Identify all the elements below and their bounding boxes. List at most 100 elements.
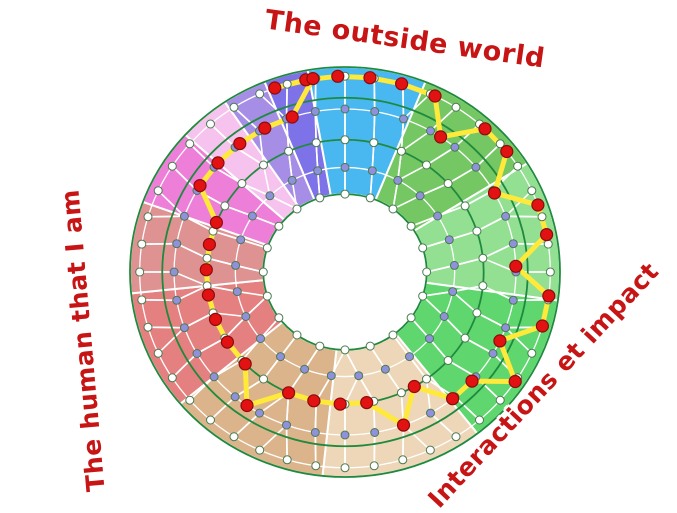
mesh-node[interactable] — [419, 292, 427, 300]
mesh-node[interactable] — [263, 244, 271, 252]
mesh-node[interactable] — [341, 136, 349, 144]
mesh-node[interactable] — [397, 389, 405, 397]
mesh-node[interactable] — [366, 194, 374, 202]
mesh-node[interactable] — [277, 353, 285, 361]
mesh-node[interactable] — [355, 372, 363, 380]
red-node[interactable] — [361, 397, 373, 409]
mesh-node[interactable] — [389, 331, 397, 339]
red-node[interactable] — [396, 78, 408, 90]
red-node[interactable] — [447, 393, 459, 405]
red-node[interactable] — [541, 229, 553, 241]
red-node[interactable] — [466, 375, 478, 387]
mesh-node[interactable] — [423, 375, 431, 383]
red-node[interactable] — [259, 122, 271, 134]
mesh-node[interactable] — [394, 176, 402, 184]
mesh-node[interactable] — [266, 192, 274, 200]
mesh-node[interactable] — [544, 240, 552, 248]
red-node[interactable] — [210, 313, 222, 325]
mesh-node[interactable] — [514, 162, 522, 170]
mesh-node[interactable] — [528, 349, 536, 357]
mesh-node[interactable] — [449, 288, 457, 296]
mesh-node[interactable] — [426, 446, 434, 454]
mesh-node[interactable] — [366, 342, 374, 350]
mesh-node[interactable] — [231, 393, 239, 401]
mesh-node[interactable] — [311, 108, 319, 116]
red-node[interactable] — [536, 320, 548, 332]
mesh-node[interactable] — [256, 446, 264, 454]
mesh-node[interactable] — [445, 236, 453, 244]
mesh-node[interactable] — [479, 254, 487, 262]
mesh-node[interactable] — [370, 462, 378, 470]
mesh-node[interactable] — [203, 254, 211, 262]
mesh-node[interactable] — [193, 350, 201, 358]
mesh-node[interactable] — [389, 205, 397, 213]
mesh-node[interactable] — [509, 240, 517, 248]
mesh-node[interactable] — [341, 190, 349, 198]
mesh-node[interactable] — [312, 462, 320, 470]
red-node[interactable] — [269, 82, 281, 94]
mesh-node[interactable] — [399, 456, 407, 464]
mesh-node[interactable] — [400, 115, 408, 123]
mesh-node[interactable] — [538, 213, 546, 221]
mesh-node[interactable] — [407, 314, 415, 322]
mesh-node[interactable] — [180, 212, 188, 220]
mesh-node[interactable] — [256, 90, 264, 98]
mesh-node[interactable] — [168, 374, 176, 382]
mesh-node[interactable] — [173, 296, 181, 304]
mesh-node[interactable] — [242, 313, 250, 321]
mesh-node[interactable] — [473, 309, 481, 317]
red-node[interactable] — [510, 260, 522, 272]
mesh-node[interactable] — [502, 212, 510, 220]
mesh-node[interactable] — [528, 187, 536, 195]
mesh-node[interactable] — [371, 429, 379, 437]
mesh-node[interactable] — [473, 227, 481, 235]
red-node[interactable] — [489, 187, 501, 199]
mesh-node[interactable] — [416, 192, 424, 200]
red-node[interactable] — [398, 419, 410, 431]
mesh-node[interactable] — [489, 350, 497, 358]
mesh-node[interactable] — [288, 176, 296, 184]
mesh-node[interactable] — [238, 180, 246, 188]
mesh-node[interactable] — [283, 421, 291, 429]
red-node[interactable] — [435, 131, 447, 143]
mesh-node[interactable] — [237, 236, 245, 244]
mesh-node[interactable] — [275, 314, 283, 322]
red-node[interactable] — [479, 123, 491, 135]
mesh-node[interactable] — [144, 213, 152, 221]
mesh-node[interactable] — [476, 416, 484, 424]
mesh-node[interactable] — [444, 180, 452, 188]
mesh-node[interactable] — [472, 163, 480, 171]
mesh-node[interactable] — [170, 268, 178, 276]
mesh-node[interactable] — [283, 80, 291, 88]
mesh-node[interactable] — [440, 313, 448, 321]
red-node[interactable] — [543, 290, 555, 302]
mesh-node[interactable] — [509, 296, 517, 304]
mesh-node[interactable] — [283, 456, 291, 464]
mesh-node[interactable] — [397, 147, 405, 155]
red-node[interactable] — [239, 358, 251, 370]
mesh-node[interactable] — [314, 167, 322, 175]
mesh-node[interactable] — [419, 244, 427, 252]
mesh-node[interactable] — [461, 334, 469, 342]
red-node[interactable] — [494, 335, 506, 347]
mesh-node[interactable] — [301, 365, 309, 373]
mesh-node[interactable] — [546, 268, 554, 276]
mesh-node[interactable] — [327, 372, 335, 380]
mesh-node[interactable] — [423, 161, 431, 169]
mesh-node[interactable] — [427, 127, 435, 135]
red-node[interactable] — [286, 111, 298, 123]
mesh-node[interactable] — [263, 292, 271, 300]
red-node[interactable] — [501, 146, 513, 158]
mesh-node[interactable] — [285, 147, 293, 155]
mesh-node[interactable] — [368, 167, 376, 175]
red-node[interactable] — [334, 398, 346, 410]
mesh-node[interactable] — [407, 222, 415, 230]
mesh-node[interactable] — [221, 202, 229, 210]
mesh-node[interactable] — [248, 212, 256, 220]
mesh-node[interactable] — [452, 103, 460, 111]
mesh-node[interactable] — [259, 268, 267, 276]
mesh-node[interactable] — [452, 433, 460, 441]
mesh-node[interactable] — [312, 139, 320, 147]
mesh-node[interactable] — [451, 143, 459, 151]
mesh-node[interactable] — [444, 357, 452, 365]
